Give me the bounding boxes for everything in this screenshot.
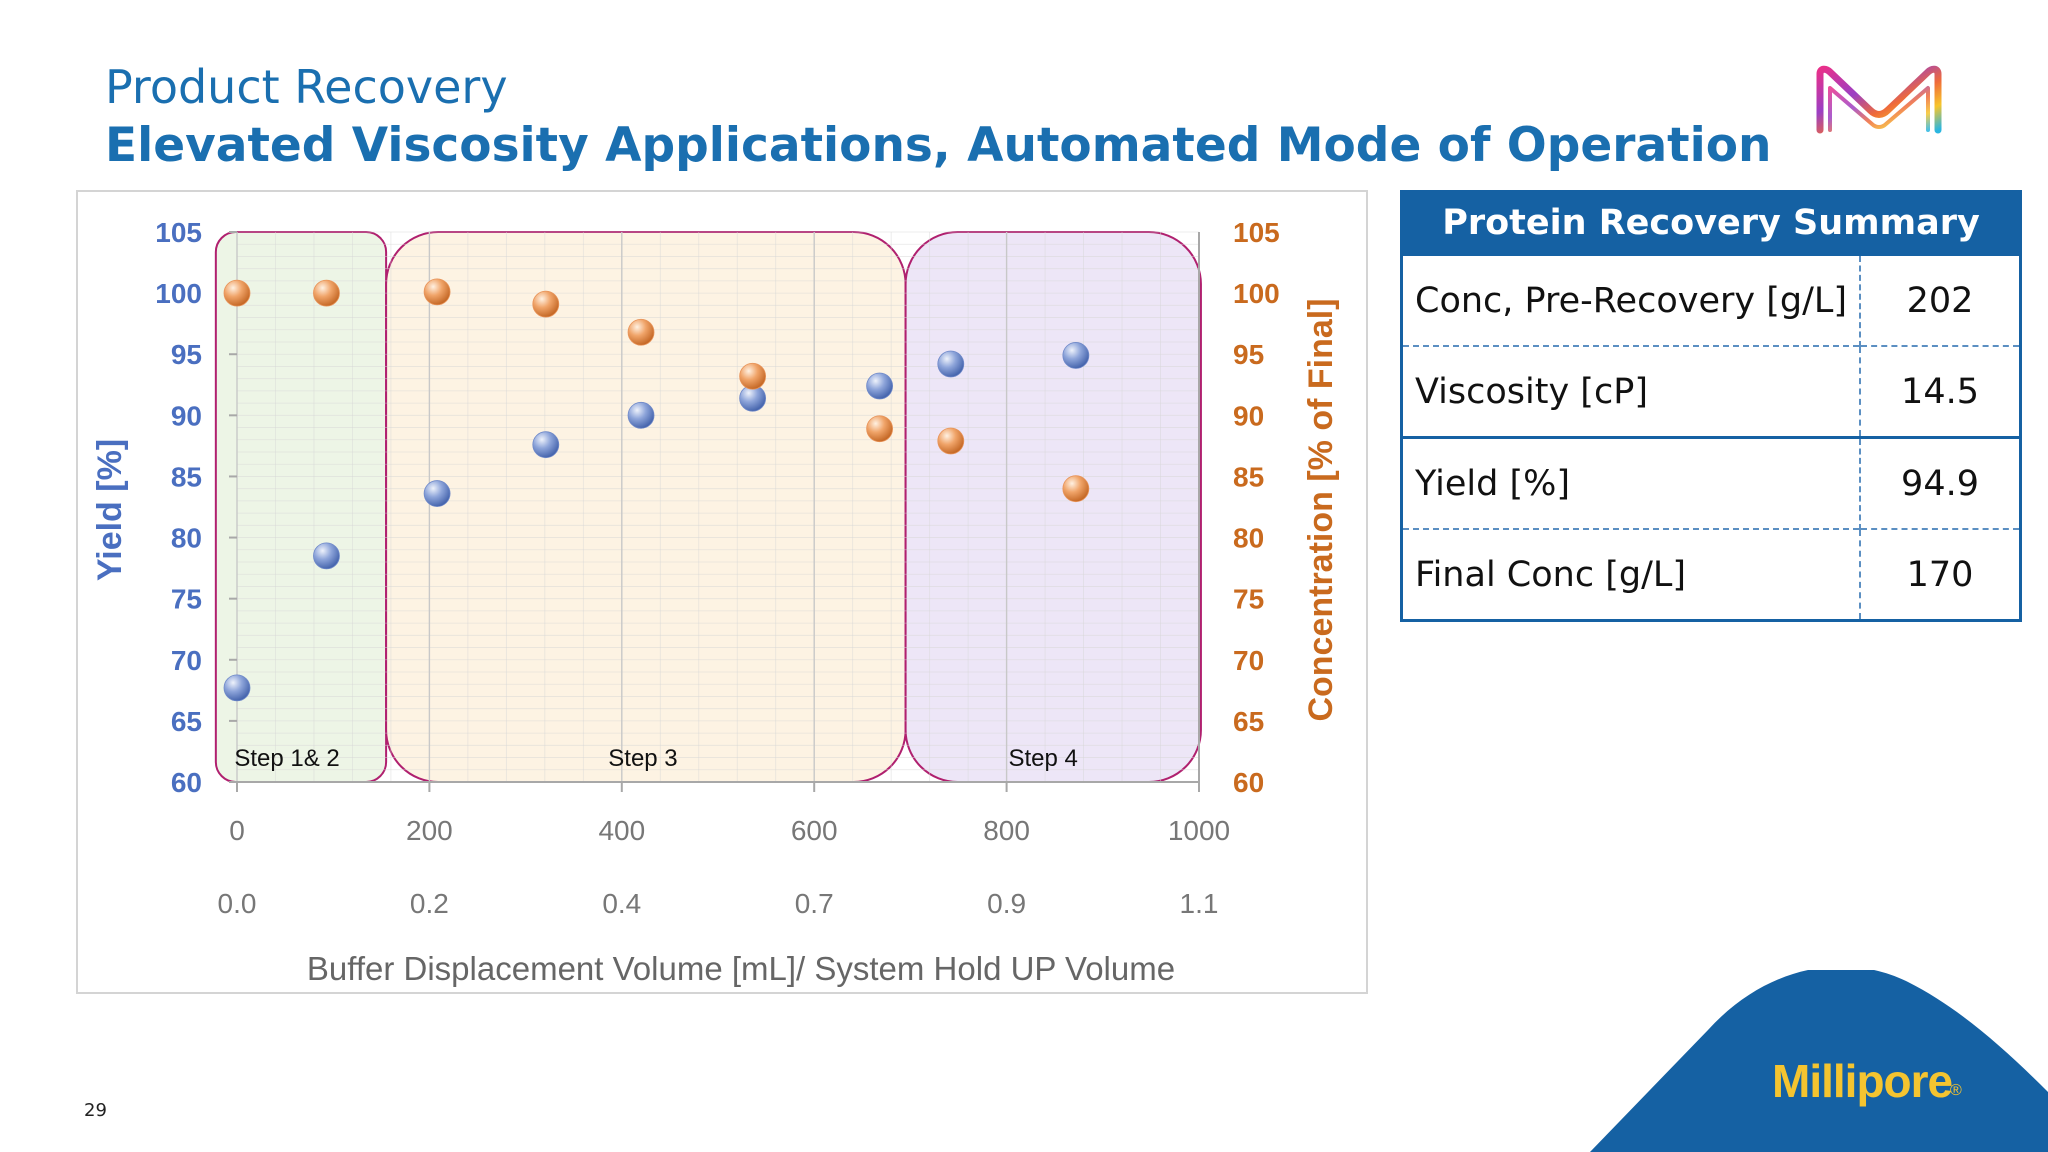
x-secondary-tick-label: 0.0 xyxy=(218,888,257,919)
y2-tick-label: 90 xyxy=(1233,400,1264,431)
y2-tick-label: 75 xyxy=(1233,584,1264,615)
summary-label-viscosity: Viscosity [cP] xyxy=(1401,345,1861,438)
x-axis-title: Buffer Displacement Volume [mL]/ System … xyxy=(307,950,1175,987)
step-region-3 xyxy=(904,231,1202,783)
y-tick-label: 100 xyxy=(155,278,202,309)
step-label-1: Step 1& 2 xyxy=(234,745,339,772)
registered-mark: ® xyxy=(1950,1082,1962,1099)
summary-value-viscosity: 14.5 xyxy=(1859,345,2021,438)
summary-value-conc-pre-recovery: 202 xyxy=(1859,253,2021,346)
y2-tick-label: 95 xyxy=(1233,339,1264,370)
concentration-point-6 xyxy=(739,362,767,390)
yield-point-4 xyxy=(532,431,560,459)
concentration-point-7 xyxy=(866,415,894,443)
concentration-point-1 xyxy=(223,279,251,307)
x-secondary-tick-label: 0.7 xyxy=(795,888,834,919)
x-tick-label: 200 xyxy=(406,815,453,846)
yield-point-9 xyxy=(1062,342,1090,369)
chart-frame: Step 1& 2 Step 3 Step 4 0 200 400 600 800 1000 0.… xyxy=(76,190,1368,994)
concentration-point-4 xyxy=(532,290,560,318)
protein-recovery-summary-table: Protein Recovery Summary Conc, Pre-Recov… xyxy=(1400,190,2022,622)
summary-value-yield: 94.9 xyxy=(1859,436,2021,529)
table-row: Viscosity [cP] 14.5 xyxy=(1401,345,2021,438)
y2-tick-label: 70 xyxy=(1233,645,1264,676)
y-axis-title: Yield [%] xyxy=(91,439,129,581)
table-row: Yield [%] 94.9 xyxy=(1401,436,2021,529)
summary-label-yield: Yield [%] xyxy=(1401,436,1861,529)
x-secondary-tick-label: 0.9 xyxy=(987,888,1026,919)
yield-point-3 xyxy=(423,480,451,507)
table-row: Final Conc [g/L] 170 xyxy=(1401,528,2021,621)
x-tick-label: 600 xyxy=(791,815,838,846)
y2-tick-label: 105 xyxy=(1233,217,1280,248)
page-number: 29 xyxy=(84,1100,107,1121)
summary-value-final-conc: 170 xyxy=(1859,528,2021,621)
y2-axis-title: Concentration [% of Final] xyxy=(1302,298,1340,721)
y-tick-label: 105 xyxy=(155,217,202,248)
summary-table-title: Protein Recovery Summary xyxy=(1401,191,2021,255)
concentration-point-3 xyxy=(423,278,451,306)
x-secondary-tick-label: 0.4 xyxy=(602,888,641,919)
yield-point-2 xyxy=(313,542,340,570)
y-tick-label: 70 xyxy=(171,645,202,676)
step-label-3: Step 4 xyxy=(1008,745,1077,772)
x-tick-label: 0 xyxy=(229,815,245,846)
concentration-point-2 xyxy=(313,279,340,307)
x-secondary-tick-label: 1.1 xyxy=(1180,888,1219,919)
concentration-point-5 xyxy=(627,318,655,346)
merck-m-logo-icon xyxy=(1816,65,1942,134)
concentration-point-9 xyxy=(1062,475,1090,503)
y-tick-label: 60 xyxy=(171,767,202,798)
y-tick-label: 80 xyxy=(171,523,202,554)
x-tick-label: 400 xyxy=(598,815,645,846)
yield-point-5 xyxy=(627,401,655,429)
yield-point-1 xyxy=(223,674,251,702)
y-tick-label: 95 xyxy=(171,339,202,370)
concentration-point-8 xyxy=(937,427,965,455)
summary-label-conc-pre-recovery: Conc, Pre-Recovery [g/L] xyxy=(1401,253,1861,346)
corner-brand-shape xyxy=(1590,970,2048,1152)
yield-point-7 xyxy=(866,372,894,400)
x-tick-label: 1000 xyxy=(1168,815,1230,846)
yield-point-8 xyxy=(937,350,965,378)
step-region-2 xyxy=(385,231,907,783)
x-secondary-tick-label: 0.2 xyxy=(410,888,449,919)
summary-label-final-conc: Final Conc [g/L] xyxy=(1401,528,1861,621)
y2-tick-label: 60 xyxy=(1233,767,1264,798)
step-label-2: Step 3 xyxy=(608,745,677,772)
millipore-brand-logo: Millipore xyxy=(1772,1055,1953,1107)
y-tick-label: 65 xyxy=(171,706,202,737)
page-subtitle: Elevated Viscosity Applications, Automat… xyxy=(105,118,1772,173)
y-tick-label: 75 xyxy=(171,584,202,615)
y2-tick-label: 80 xyxy=(1233,523,1264,554)
page-title: Product Recovery xyxy=(105,60,508,114)
y-tick-label: 90 xyxy=(171,400,202,431)
yield-concentration-scatter-chart: Step 1& 2 Step 3 Step 4 0 200 400 600 800 1000 0.… xyxy=(91,217,1340,987)
y2-tick-label: 85 xyxy=(1233,461,1264,492)
y2-tick-label: 65 xyxy=(1233,706,1264,737)
y-tick-label: 85 xyxy=(171,461,202,492)
table-row: Conc, Pre-Recovery [g/L] 202 xyxy=(1401,253,2021,346)
x-tick-label: 800 xyxy=(983,815,1030,846)
y2-tick-label: 100 xyxy=(1233,278,1280,309)
